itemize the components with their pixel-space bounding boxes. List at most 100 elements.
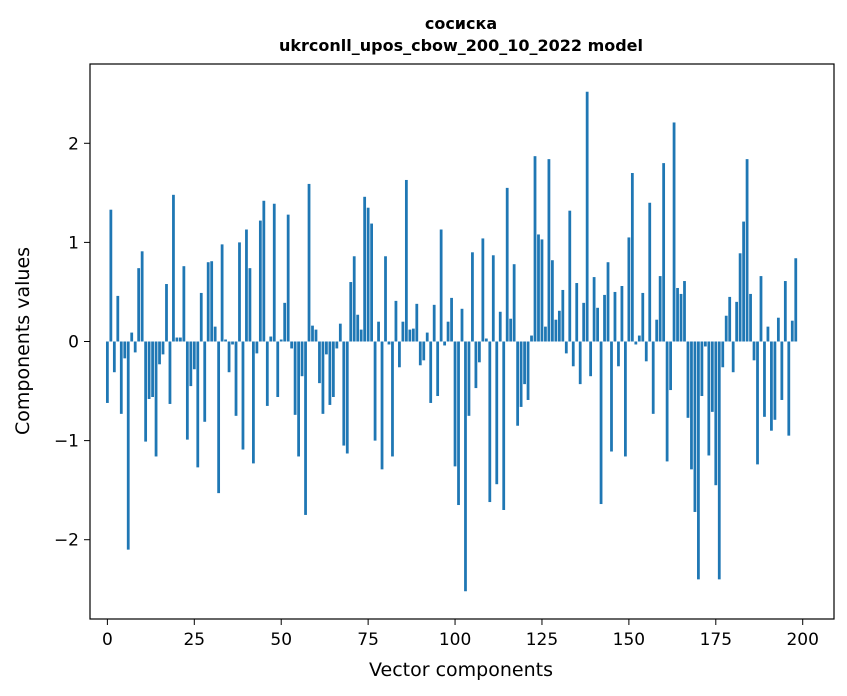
chart-title-line-1: сосиска xyxy=(425,14,497,33)
bar xyxy=(495,341,499,485)
bar xyxy=(231,341,234,345)
bar xyxy=(648,202,652,342)
bar xyxy=(509,318,513,342)
bar xyxy=(411,328,415,342)
bar xyxy=(498,311,502,342)
bar xyxy=(338,323,342,342)
bar xyxy=(512,264,516,342)
bar xyxy=(304,341,307,515)
bar xyxy=(418,341,422,366)
bar xyxy=(179,337,182,342)
bar xyxy=(547,159,551,342)
bar xyxy=(759,276,763,342)
x-axis-label: Vector components xyxy=(369,659,553,681)
bar xyxy=(763,341,766,417)
bar xyxy=(658,276,662,342)
bar xyxy=(516,341,520,426)
bar xyxy=(265,341,269,406)
bar xyxy=(262,200,266,342)
bar xyxy=(185,341,189,440)
bar xyxy=(363,196,367,342)
bar xyxy=(206,262,210,342)
bar xyxy=(175,337,179,342)
x-tick-label: 150 xyxy=(613,630,645,650)
bar xyxy=(770,341,773,431)
bar xyxy=(248,268,252,342)
y-axis-ticks: −2 −1 0 1 2 xyxy=(54,134,90,551)
bar xyxy=(314,329,318,342)
bar xyxy=(234,341,238,416)
bar xyxy=(116,295,120,342)
bar xyxy=(429,341,433,403)
bar xyxy=(404,179,408,342)
bar xyxy=(679,293,683,342)
x-tick-label: 0 xyxy=(102,630,113,650)
bar xyxy=(335,341,339,349)
bar xyxy=(144,341,148,442)
x-tick-label: 50 xyxy=(270,630,292,650)
bar xyxy=(425,332,429,342)
bar xyxy=(596,307,599,342)
bar xyxy=(203,341,207,422)
bar xyxy=(575,283,579,342)
y-axis-label: Components values xyxy=(12,247,34,435)
bar xyxy=(752,341,756,361)
bar xyxy=(578,341,582,385)
bar xyxy=(571,341,575,367)
bar xyxy=(119,341,123,414)
bar xyxy=(488,341,492,503)
bar xyxy=(450,297,453,342)
bar xyxy=(651,341,655,414)
y-tick-label: 0 xyxy=(68,333,79,353)
bar xyxy=(745,159,749,342)
bar xyxy=(408,329,412,342)
bar xyxy=(464,341,467,592)
bar xyxy=(384,256,387,342)
bar xyxy=(311,325,314,342)
bar xyxy=(126,341,130,550)
bar xyxy=(776,317,780,342)
bar xyxy=(283,302,287,342)
bar xyxy=(519,341,523,407)
bar xyxy=(603,294,606,342)
bar xyxy=(189,341,193,387)
bar xyxy=(749,293,752,342)
bar xyxy=(255,341,259,354)
x-tick-label: 125 xyxy=(526,630,558,650)
bar xyxy=(644,341,648,362)
x-tick-label: 100 xyxy=(439,630,471,650)
bar xyxy=(133,341,137,353)
bar xyxy=(641,292,645,342)
bar xyxy=(394,300,398,342)
bar xyxy=(328,341,332,405)
bar xyxy=(196,341,200,468)
bar xyxy=(210,261,214,342)
bar xyxy=(252,341,255,464)
bar xyxy=(523,341,526,385)
bar xyxy=(637,335,641,342)
bar xyxy=(217,341,221,494)
bar xyxy=(554,319,558,342)
bar xyxy=(735,301,739,342)
bar xyxy=(272,203,276,342)
bar xyxy=(439,229,443,342)
bar xyxy=(321,341,325,414)
bar xyxy=(199,292,203,342)
bar xyxy=(599,341,603,505)
bar xyxy=(172,194,175,342)
bar xyxy=(585,91,589,342)
bar xyxy=(794,258,798,342)
bar xyxy=(130,332,134,342)
bar xyxy=(293,341,297,415)
bar xyxy=(624,341,627,457)
bar xyxy=(617,341,620,367)
bar xyxy=(686,341,690,418)
bar xyxy=(756,341,759,465)
bar xyxy=(269,336,273,342)
bar xyxy=(398,341,401,368)
bar xyxy=(422,341,426,361)
bar xyxy=(630,173,634,342)
bar xyxy=(613,291,617,342)
bar xyxy=(192,341,196,370)
bar xyxy=(387,341,391,345)
